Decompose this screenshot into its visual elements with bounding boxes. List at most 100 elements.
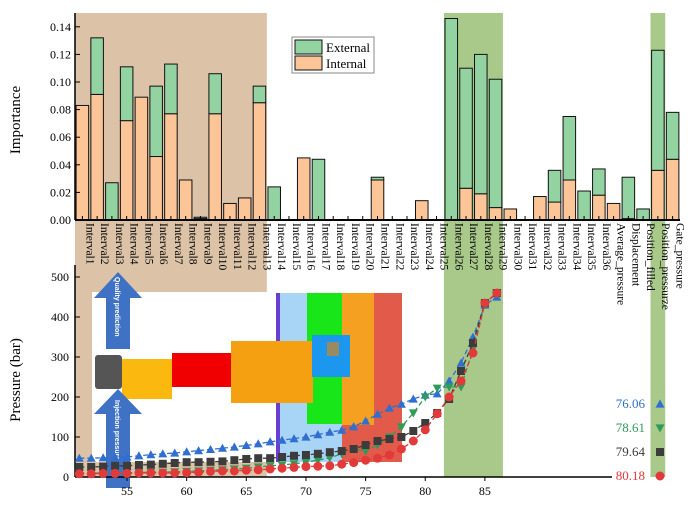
marker-triangle-up (325, 427, 335, 436)
bar-external (577, 190, 591, 221)
marker-square (278, 453, 287, 461)
y-tick-label: 0.06 (50, 130, 71, 144)
marker-triangle-up (241, 440, 251, 449)
x-tick-label: Interval31 (526, 223, 538, 271)
x-tick-label: Interval6 (157, 223, 169, 265)
marker-square (349, 445, 358, 453)
marker-triangle-down (325, 454, 335, 463)
marker-triangle-up (349, 422, 359, 431)
marker-triangle-up (217, 443, 227, 452)
marker-triangle-up (444, 376, 454, 385)
marker-circle (480, 298, 490, 308)
x-tick-label: 85 (479, 484, 491, 498)
x-tick-label: 75 (360, 484, 372, 498)
marker-triangle-up (313, 430, 323, 439)
marker-circle (384, 450, 394, 460)
marker-triangle-up (158, 449, 168, 458)
marker-square (337, 447, 346, 455)
pressure-line-chart: 55 60 65 70 75 80 85 0 100 200 300 400 500 Pressure (… (8, 265, 665, 498)
x-tick-label: Interval9 (201, 223, 213, 265)
x-tick-label: Interval7 (172, 223, 184, 265)
marker-square (170, 459, 179, 467)
marker-circle (492, 288, 502, 298)
marker-square (656, 448, 664, 456)
series-line (79, 292, 498, 474)
marker-circle (194, 467, 204, 477)
y-tick-label: 0.14 (50, 20, 71, 34)
marker-circle (241, 465, 251, 475)
marker-square (468, 339, 477, 347)
marker-triangle-down (361, 447, 371, 456)
x-tick-label: Interval20 (364, 223, 376, 271)
bar-external (149, 85, 163, 158)
marker-circle (444, 392, 454, 402)
bar-external (651, 49, 665, 171)
legend-label-external: External (326, 40, 370, 55)
bar-internal (164, 113, 178, 221)
bar-internal (149, 156, 163, 221)
marker-circle (456, 376, 466, 386)
marker-square (313, 449, 322, 458)
up-arrow-icon (94, 272, 142, 349)
y-tick-label: 100 (51, 430, 69, 444)
y-tick-label: 0.04 (50, 158, 71, 172)
bar-external (105, 182, 119, 221)
bar-internal (208, 113, 222, 221)
marker-square (146, 460, 155, 469)
bar-external (164, 63, 178, 115)
bar-internal (252, 102, 267, 221)
x-tick-label: Interval23 (408, 223, 420, 271)
marker-circle (313, 461, 323, 471)
legend-label: 78.61 (616, 420, 645, 435)
marker-triangle-down (313, 456, 323, 465)
marker-circle (349, 458, 359, 468)
marker-circle (655, 471, 665, 481)
marker-triangle-down (432, 384, 442, 393)
x-tick-label: Interval14 (275, 223, 287, 271)
marker-circle (337, 459, 347, 469)
y-axis-title: Importance (8, 86, 24, 155)
series-line (79, 296, 498, 459)
x-tick-label: Interval3 (113, 223, 125, 265)
marker-triangle-up (229, 442, 239, 451)
x-tick-label: Position_filled (644, 223, 656, 291)
marker-circle (361, 455, 371, 465)
marker-triangle-up (182, 447, 192, 456)
marker-circle (265, 464, 275, 474)
marker-triangle-down (444, 383, 454, 392)
marker-square (75, 463, 84, 471)
marker-circle (325, 461, 335, 471)
marker-square (242, 455, 251, 463)
bar-external (444, 18, 459, 221)
legend-label: 80.18 (616, 468, 645, 483)
marker-circle (289, 462, 299, 472)
marker-square (301, 451, 310, 459)
marker-square (134, 461, 143, 469)
screw-rod (122, 359, 172, 399)
x-tick-label: 55 (121, 484, 133, 498)
marker-square (385, 435, 394, 443)
y-tick-label: 200 (51, 390, 69, 404)
marker-square (158, 459, 167, 468)
bar-internal (134, 96, 149, 221)
marker-square (266, 454, 275, 463)
marker-square (206, 457, 215, 466)
y-tick-label: 400 (51, 310, 69, 324)
marker-square (99, 462, 108, 471)
bar-external (592, 168, 606, 196)
x-tick-label: Interval10 (216, 223, 228, 271)
marker-circle (86, 469, 96, 479)
x-tick-label: Interval19 (349, 223, 361, 271)
marker-triangle-up (253, 439, 263, 448)
marker-circle (182, 468, 192, 478)
marker-triangle-up (301, 432, 311, 441)
marker-circle (146, 468, 156, 478)
x-tick-label: Interval16 (305, 223, 317, 271)
legend-label: 76.06 (616, 396, 646, 411)
x-tick-label: Interval24 (423, 223, 435, 271)
marker-triangle-up (265, 437, 275, 446)
marker-circle (301, 462, 311, 472)
marker-triangle-up (206, 444, 216, 453)
y-tick-label: 300 (51, 350, 69, 364)
x-tick-label: Interval4 (128, 223, 140, 265)
